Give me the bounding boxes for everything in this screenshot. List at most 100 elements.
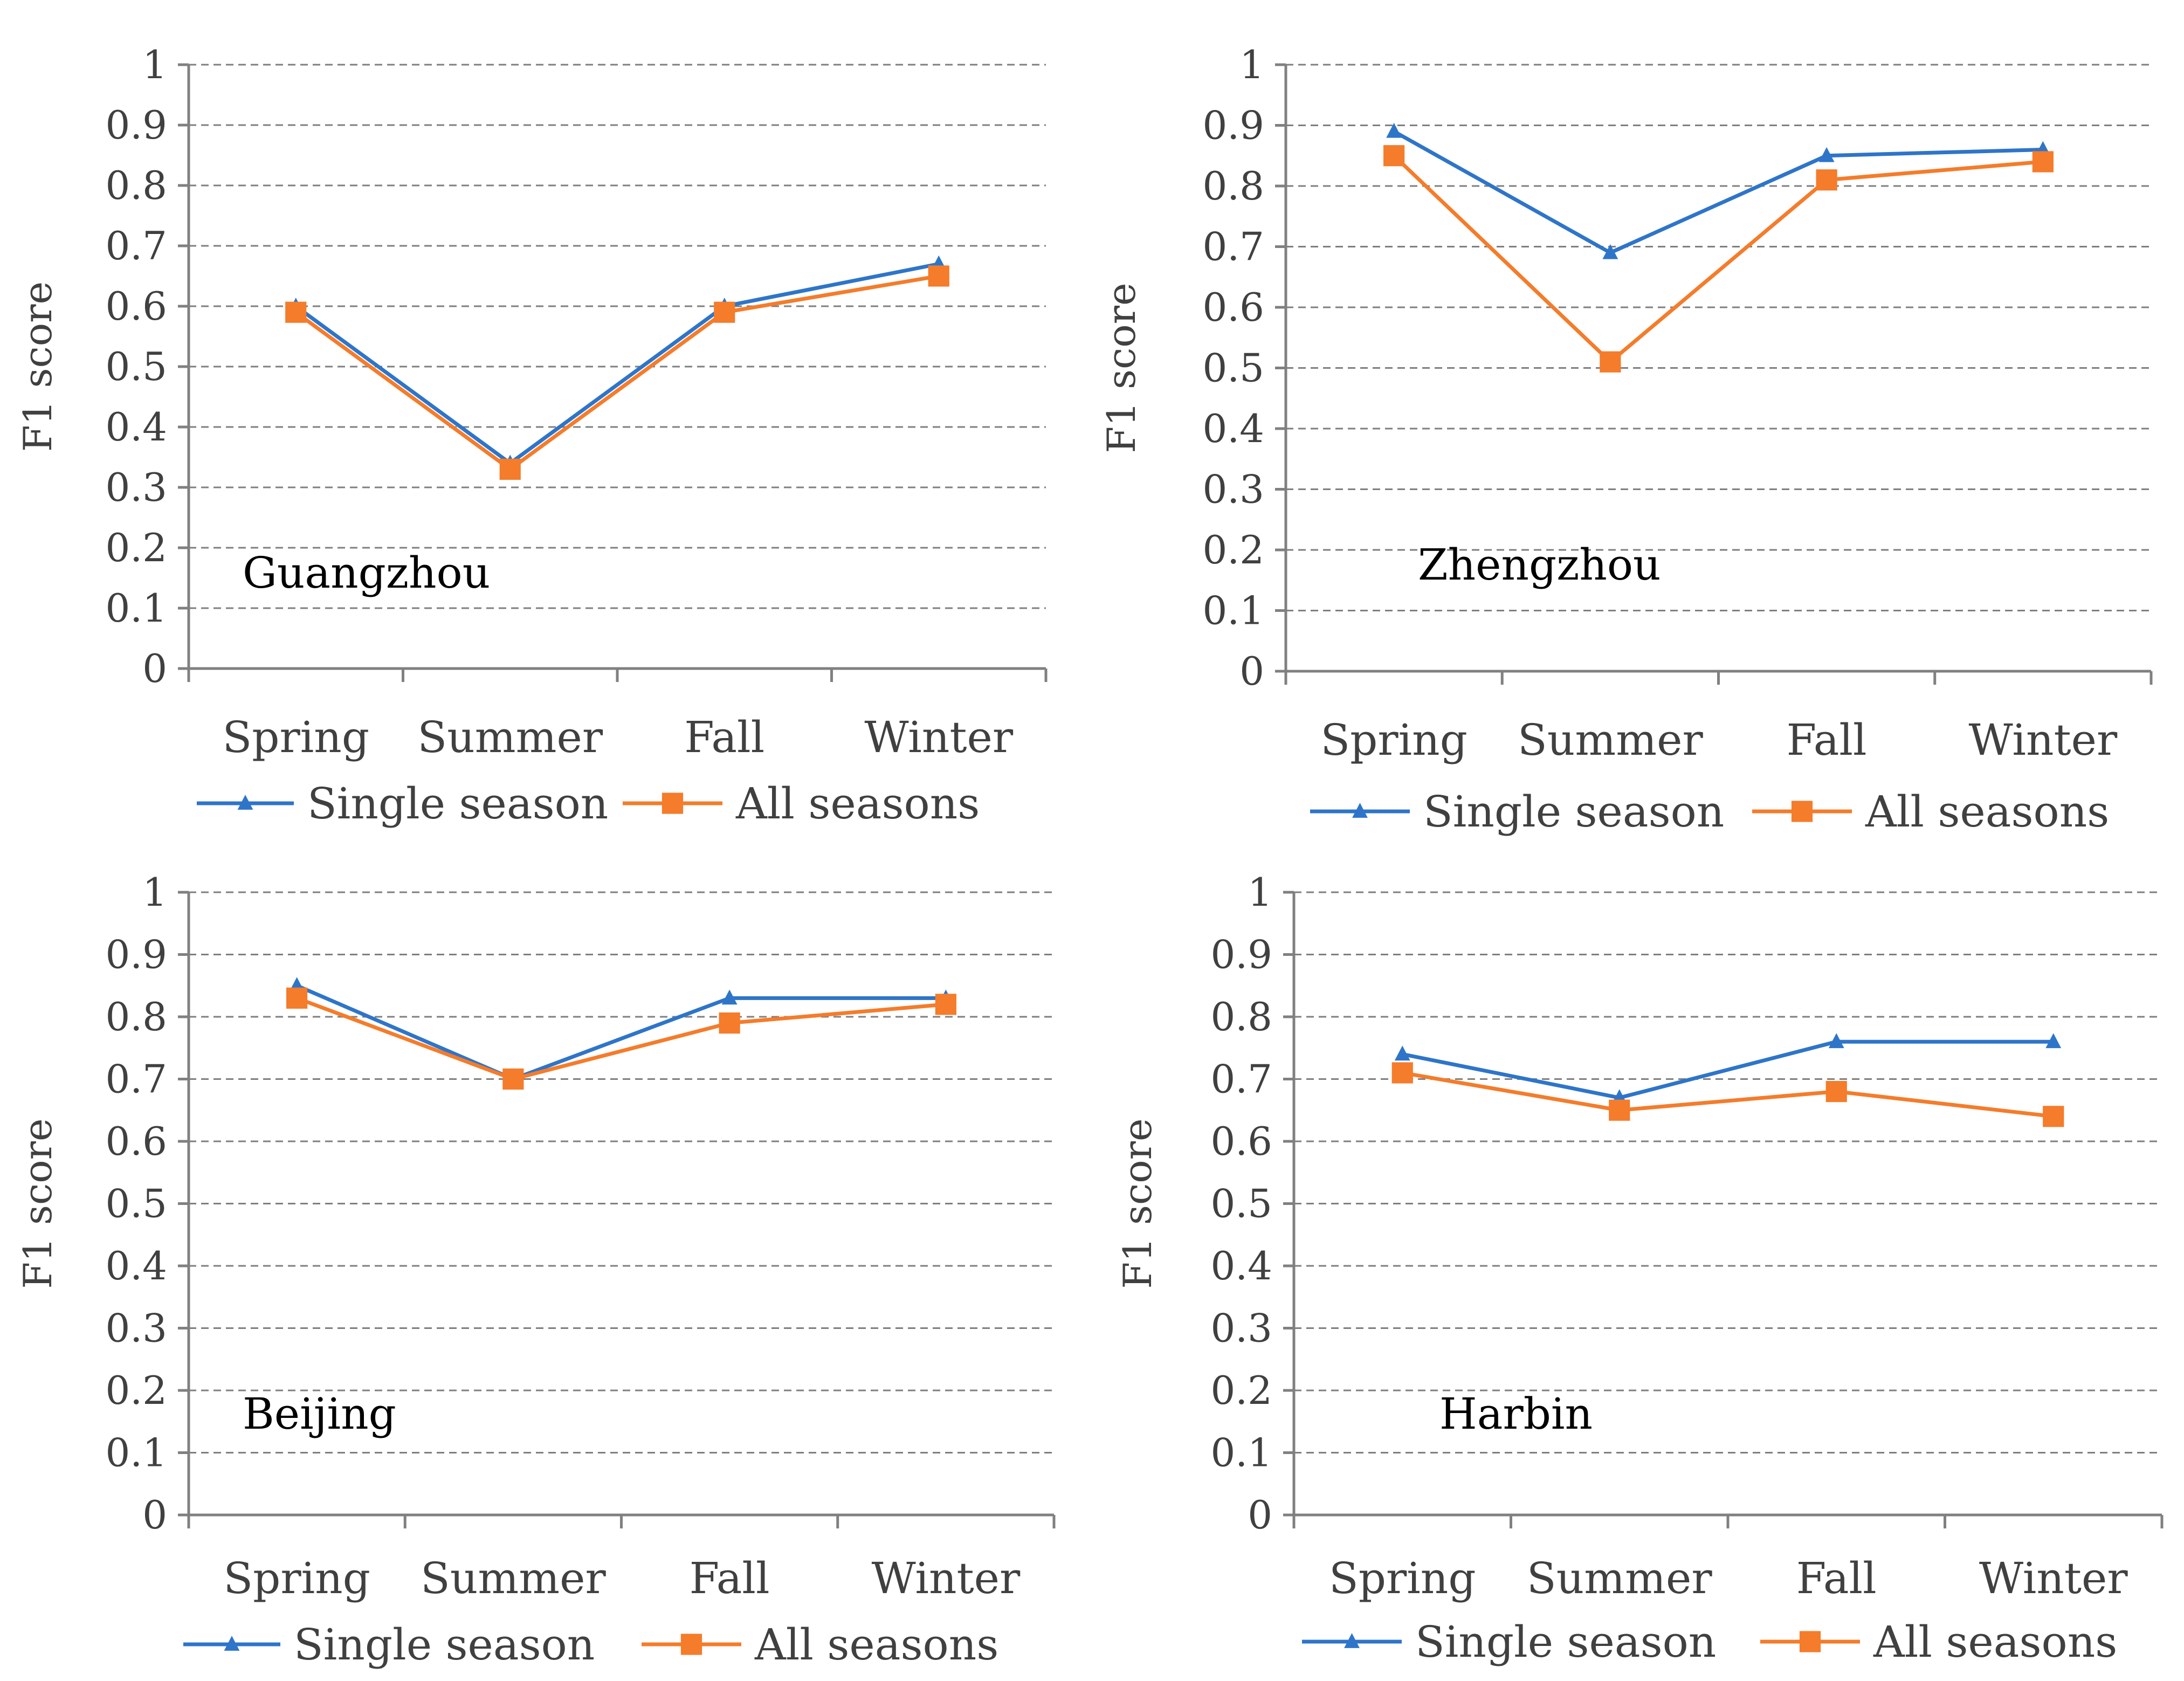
x-tick-label: Fall (1787, 715, 1867, 765)
y-tick-label: 0.7 (1210, 1057, 1272, 1102)
y-tick-label: 0 (1239, 649, 1264, 694)
y-tick-label: 0 (142, 1492, 167, 1538)
x-tick-label: Fall (684, 712, 764, 762)
legend-label: Single season (307, 779, 608, 829)
legend-label: All seasons (735, 779, 980, 829)
y-tick-label: 0.6 (105, 1119, 167, 1164)
y-tick-label: 0.5 (105, 1181, 167, 1227)
y-tick-label: 0.3 (105, 1306, 167, 1351)
legend-marker (1352, 803, 1368, 818)
y-tick-label: 0.1 (105, 585, 167, 631)
data-point-all-winter (2043, 1106, 2064, 1127)
legend-marker (680, 1634, 702, 1655)
x-tick-label: Spring (1320, 715, 1468, 765)
data-point-all-summer (1609, 1099, 1630, 1121)
data-point-single-spring (1386, 122, 1402, 138)
y-tick-label: 0.8 (105, 163, 167, 208)
chart-title: Harbin (1439, 1389, 1593, 1439)
y-tick-label: 0.3 (1210, 1306, 1272, 1351)
y-tick-label: 0.5 (105, 344, 167, 389)
series-line-single-season (296, 984, 946, 1081)
y-axis-label: F1 score (15, 281, 60, 452)
y-tick-label: 0.8 (1202, 163, 1264, 209)
y-tick-label: 0.8 (1210, 994, 1272, 1039)
series-line-single-season (1393, 129, 2043, 255)
series-line-single-season (1402, 1039, 2054, 1100)
data-point-single-summer (1602, 244, 1618, 259)
chart-title: Zhengzhou (1418, 540, 1661, 590)
x-tick-label: Winter (864, 712, 1013, 762)
legend-label: Single season (1415, 1617, 1716, 1667)
y-tick-label: 0.1 (1210, 1430, 1272, 1476)
y-tick-label: 0.9 (1202, 103, 1264, 148)
y-axis-label: F1 score (1115, 1118, 1160, 1289)
data-point-all-spring (285, 301, 307, 323)
y-tick-label: 0.7 (105, 1057, 167, 1102)
y-tick-label: 0.2 (105, 1368, 167, 1413)
legend-marker (1791, 801, 1813, 822)
legend-marker (1799, 1631, 1821, 1652)
data-point-all-spring (1383, 145, 1405, 167)
x-tick-label: Fall (1796, 1553, 1877, 1603)
y-tick-label: 0.2 (1210, 1368, 1272, 1413)
legend-label: All seasons (1865, 787, 2109, 837)
data-point-all-summer (1600, 351, 1621, 373)
y-axis-label: F1 score (1099, 283, 1144, 453)
y-tick-label: 0.4 (105, 404, 167, 450)
data-point-single-winter (2045, 1033, 2062, 1049)
x-tick-label: Winter (1969, 715, 2118, 765)
data-point-single-fall (721, 989, 738, 1005)
y-tick-label: 0.9 (1210, 932, 1272, 977)
y-tick-label: 0.7 (105, 223, 167, 268)
y-tick-label: 1 (1248, 870, 1272, 915)
x-tick-label: Summer (1527, 1553, 1712, 1603)
legend-label: Single season (1423, 787, 1724, 837)
y-tick-label: 0.8 (105, 994, 167, 1039)
legend-label: All seasons (754, 1620, 998, 1670)
data-point-single-spring (1394, 1045, 1410, 1061)
y-tick-label: 0.4 (1210, 1243, 1272, 1289)
y-tick-label: 0.3 (105, 465, 167, 510)
data-point-all-summer (502, 1068, 524, 1090)
series-line-single-season (294, 262, 939, 465)
series-line-all-seasons (294, 274, 939, 471)
chart-panel-4: 0 0.1 0.2 0.3 0.4 0.5 0.6 0.7 0.8 0.9 1 Spring Summe… (1115, 870, 2164, 1667)
y-tick-label: 0.7 (1202, 224, 1264, 270)
data-point-all-winter (935, 994, 956, 1015)
legend-label: Single season (294, 1620, 595, 1670)
data-point-single-fall (1818, 147, 1835, 162)
chart-title: Beijing (243, 1389, 396, 1439)
series-line-all-seasons (296, 996, 946, 1081)
data-point-all-fall (1825, 1081, 1847, 1103)
chart-title: Guangzhou (243, 548, 490, 598)
y-tick-label: 0.5 (1202, 346, 1264, 391)
x-tick-label: Spring (223, 1553, 370, 1603)
y-tick-label: 0.9 (105, 932, 167, 977)
y-tick-label: 0.1 (105, 1430, 167, 1476)
y-tick-label: 1 (142, 42, 167, 87)
x-tick-label: Summer (1518, 715, 1703, 765)
y-tick-label: 1 (1239, 42, 1264, 87)
x-tick-label: Spring (1329, 1553, 1476, 1603)
data-point-all-winter (2032, 151, 2054, 173)
y-tick-label: 0.4 (105, 1243, 167, 1289)
data-point-all-summer (499, 458, 521, 480)
y-tick-label: 0.6 (1202, 285, 1264, 330)
series-line-all-seasons (1402, 1071, 2054, 1119)
legend-marker (662, 793, 684, 814)
x-tick-label: Summer (421, 1553, 606, 1603)
legend-marker (224, 1636, 240, 1651)
y-axis-label: F1 score (15, 1118, 60, 1289)
y-tick-label: 0 (1248, 1492, 1272, 1538)
x-tick-label: Summer (417, 712, 603, 762)
legend-label: All seasons (1873, 1617, 2117, 1667)
x-tick-label: Winter (1979, 1553, 2128, 1603)
y-tick-label: 0.6 (1210, 1119, 1272, 1164)
legend-marker (1344, 1633, 1360, 1648)
data-point-all-fall (714, 301, 735, 323)
y-tick-label: 0.2 (1202, 527, 1264, 573)
data-point-all-fall (719, 1012, 740, 1034)
data-point-all-spring (1391, 1062, 1413, 1084)
